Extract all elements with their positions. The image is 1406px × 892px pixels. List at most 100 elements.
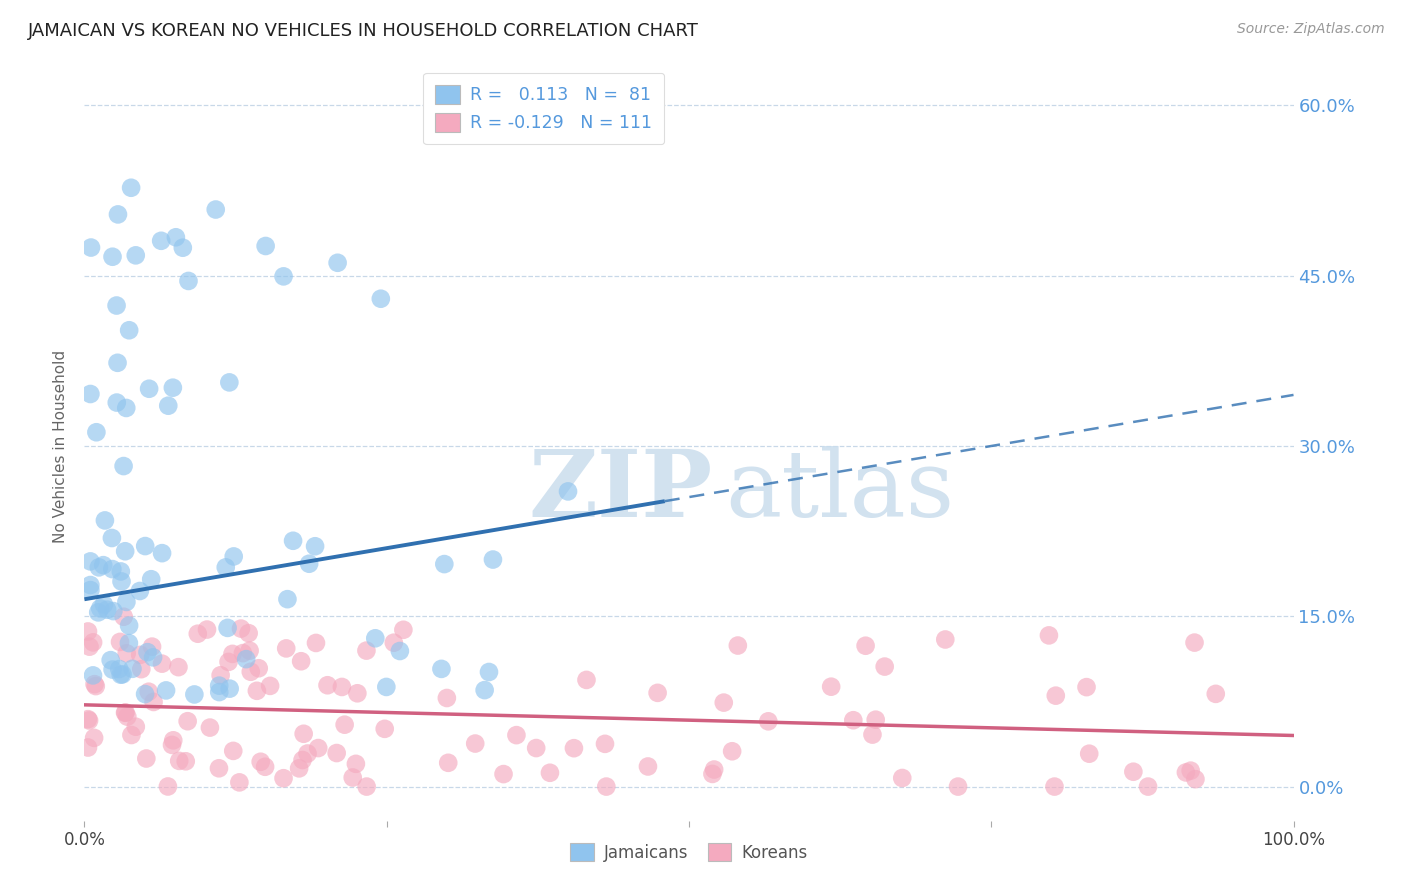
Point (94, 513, 117, 527)
Point (298, 557, 321, 571)
Point (218, 681, 240, 696)
Point (276, 592, 298, 607)
Point (167, 660, 190, 674)
Point (1043, 780, 1066, 794)
Point (165, 230, 187, 244)
Point (702, 767, 724, 781)
Point (172, 241, 194, 255)
Point (505, 728, 527, 742)
Point (593, 737, 616, 751)
Point (273, 269, 295, 284)
Point (304, 539, 326, 553)
Point (155, 683, 177, 698)
Point (713, 696, 735, 710)
Point (575, 673, 598, 687)
Point (177, 274, 200, 288)
Point (247, 661, 270, 675)
Point (288, 761, 311, 775)
Point (195, 623, 218, 637)
Point (325, 746, 347, 760)
Point (100, 653, 122, 667)
Point (464, 737, 486, 751)
Point (208, 679, 231, 693)
Point (1137, 780, 1160, 794)
Point (101, 562, 124, 576)
Point (107, 207, 129, 221)
Point (167, 754, 190, 768)
Point (125, 720, 148, 734)
Point (239, 643, 262, 657)
Point (150, 546, 173, 560)
Point (108, 662, 131, 676)
Point (249, 755, 271, 769)
Point (208, 685, 231, 699)
Point (474, 683, 496, 698)
Point (204, 202, 226, 217)
Point (183, 688, 205, 702)
Point (115, 595, 138, 609)
Point (1076, 680, 1098, 694)
Point (142, 650, 165, 665)
Point (1078, 747, 1101, 761)
Point (254, 239, 277, 253)
Point (141, 640, 163, 654)
Point (595, 780, 617, 794)
Point (344, 756, 367, 771)
Point (246, 683, 269, 698)
Point (125, 248, 148, 262)
Point (326, 256, 349, 270)
Point (232, 646, 254, 660)
Point (110, 667, 132, 681)
Point (1184, 635, 1206, 649)
Point (77, 740, 100, 755)
Point (136, 645, 159, 659)
Point (218, 376, 240, 390)
Point (346, 686, 368, 700)
Point (107, 356, 129, 370)
Point (134, 539, 156, 553)
Point (297, 747, 319, 761)
Point (524, 741, 547, 756)
Point (290, 654, 312, 668)
Point (105, 395, 128, 409)
Point (120, 180, 142, 194)
Point (142, 695, 165, 709)
Point (118, 323, 141, 337)
Point (370, 292, 392, 306)
Text: atlas: atlas (725, 446, 955, 536)
Point (187, 626, 209, 640)
Point (110, 574, 132, 589)
Point (375, 680, 398, 694)
Point (79, 583, 101, 598)
Point (160, 738, 183, 752)
Point (873, 659, 896, 673)
Point (82, 668, 104, 682)
Point (138, 382, 160, 396)
Legend: Jamaicans, Koreans: Jamaicans, Koreans (564, 837, 814, 869)
Point (934, 632, 956, 647)
Point (103, 604, 125, 618)
Point (756, 714, 779, 729)
Point (478, 665, 501, 679)
Point (118, 636, 141, 650)
Point (218, 655, 240, 669)
Point (162, 733, 184, 747)
Point (209, 668, 232, 682)
Point (138, 684, 160, 698)
Point (229, 622, 252, 636)
Point (842, 713, 865, 727)
Point (84, 679, 107, 693)
Point (305, 636, 328, 650)
Point (141, 572, 163, 586)
Point (114, 706, 136, 720)
Point (176, 714, 198, 729)
Point (281, 533, 304, 548)
Point (222, 549, 245, 564)
Point (307, 741, 329, 756)
Point (703, 763, 725, 777)
Point (316, 678, 339, 692)
Y-axis label: No Vehicles in Household: No Vehicles in Household (53, 350, 69, 542)
Point (820, 680, 842, 694)
Point (105, 299, 128, 313)
Point (721, 744, 744, 758)
